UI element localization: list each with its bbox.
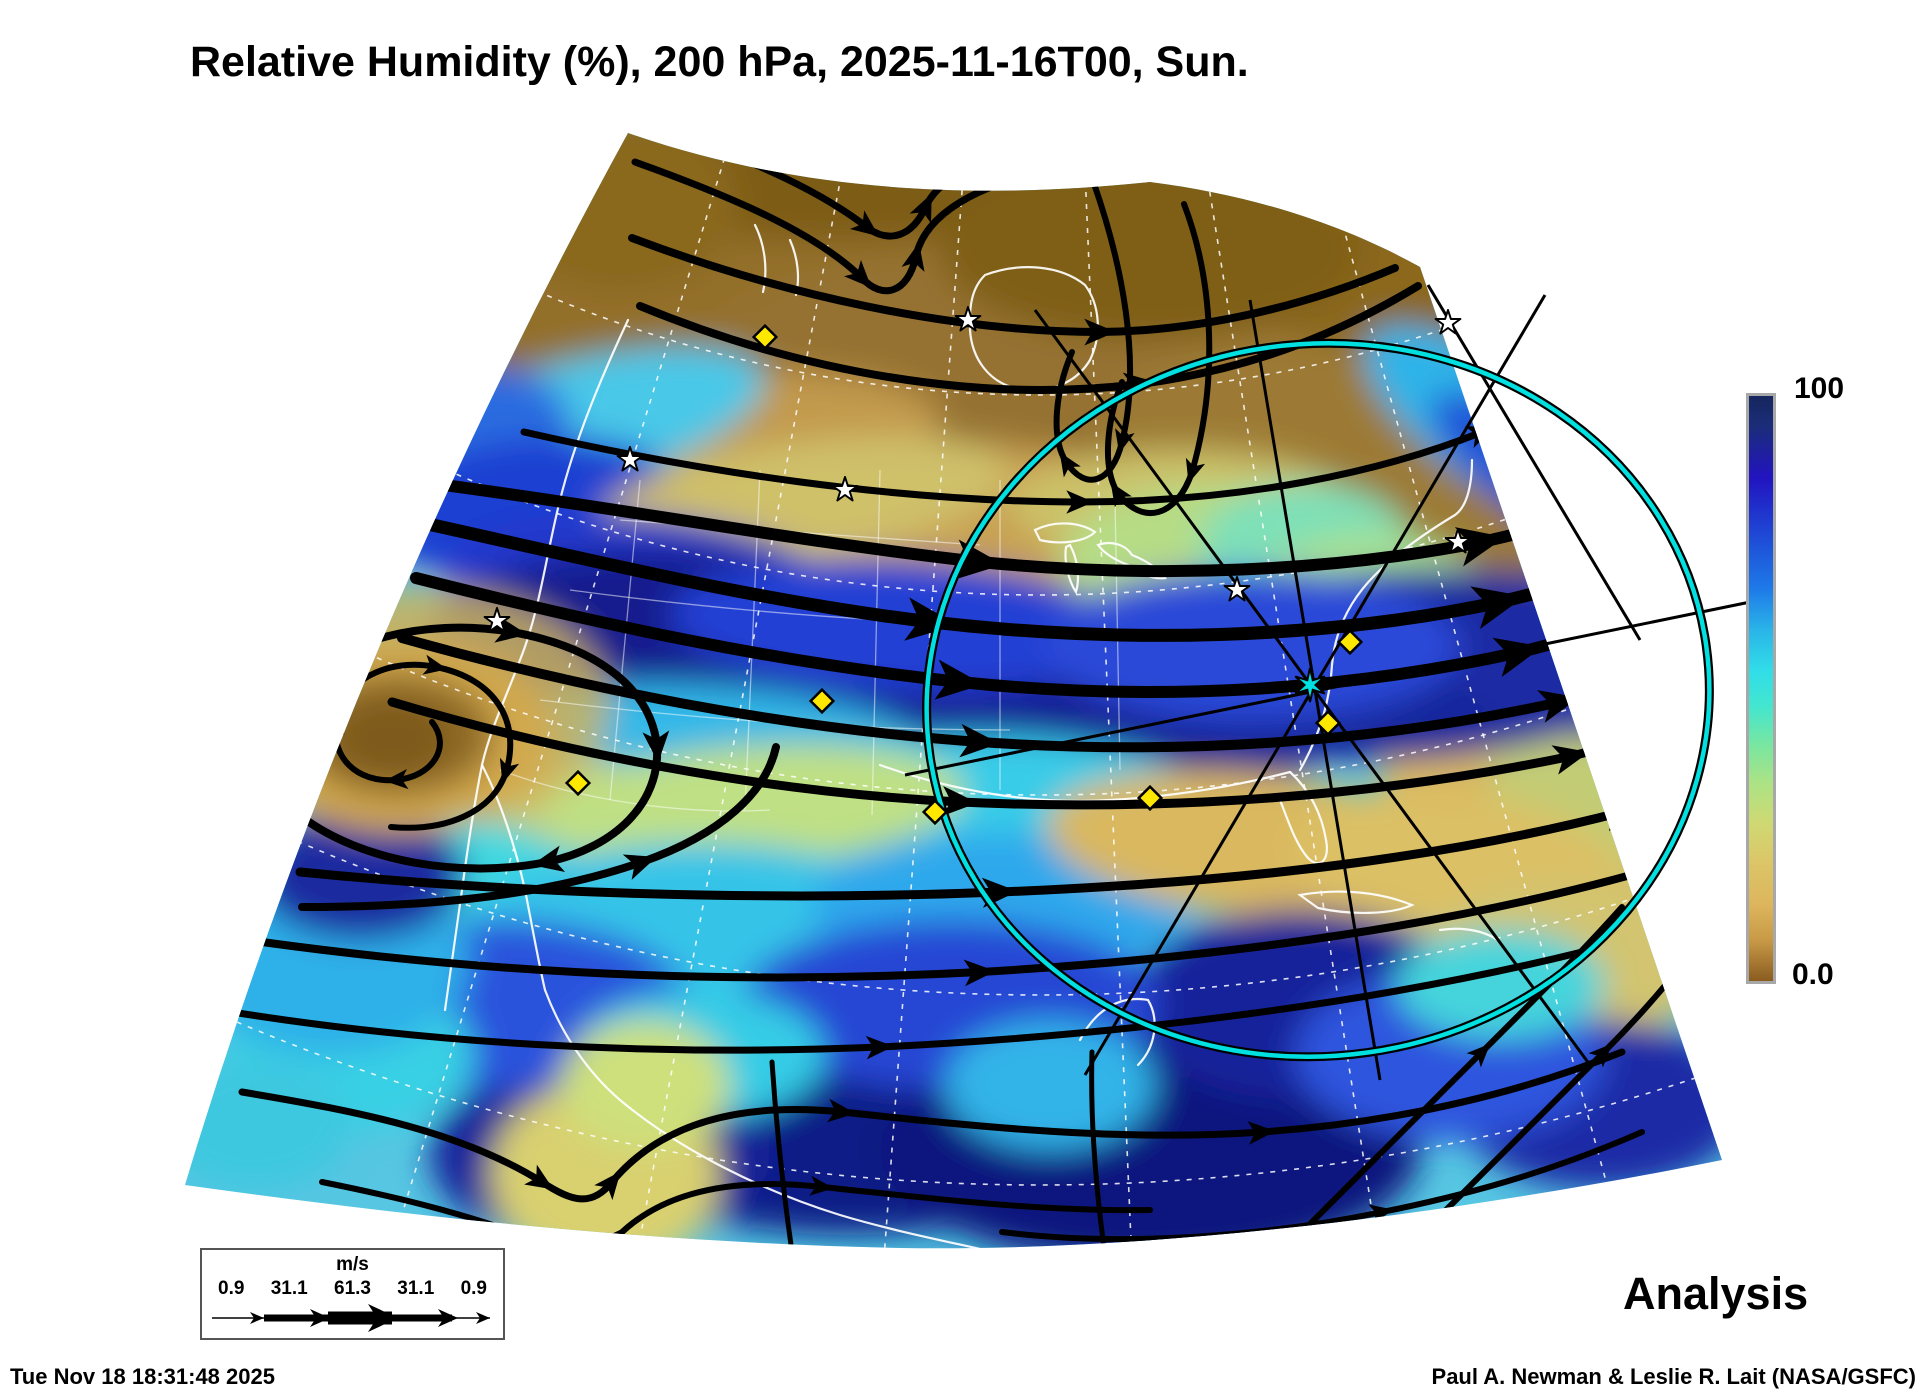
diamond-marker-icon — [1136, 784, 1164, 812]
analysis-mode-label: Analysis — [1623, 1268, 1809, 1319]
center-asterisk-marker — [1294, 667, 1326, 703]
waypoint-diamond-markers — [564, 323, 1364, 826]
station-star-markers — [483, 306, 1472, 633]
diamond-marker-icon — [751, 323, 779, 351]
star-icon — [1444, 528, 1472, 554]
star-icon — [1434, 309, 1462, 335]
wind-legend-values: 0.9 31.1 61.3 31.1 0.9 — [202, 1278, 503, 1300]
page-title: Relative Humidity (%), 200 hPa, 2025-11-… — [190, 38, 1249, 86]
wind-legend-unit: m/s — [336, 1254, 369, 1275]
colorbar-min-label: 0.0 — [1792, 958, 1834, 991]
wind-scale-arrow — [212, 1304, 490, 1332]
wind-legend-value: 0.9 — [218, 1278, 245, 1299]
center-asterisk-icon — [1294, 667, 1326, 703]
wind-speed-legend: m/s 0.9 31.1 61.3 31.1 0.9 — [200, 1248, 505, 1340]
colorbar-max-label: 100 — [1794, 372, 1845, 405]
wind-legend-value: 31.1 — [397, 1278, 435, 1299]
star-icon — [616, 446, 644, 472]
diamond-marker-icon — [808, 687, 836, 715]
generation-timestamp: Tue Nov 18 18:31:48 2025 — [10, 1364, 275, 1389]
colorbar — [1746, 393, 1776, 984]
wind-legend-value: 61.3 — [334, 1278, 371, 1299]
diamond-marker-icon — [1314, 709, 1342, 737]
diamond-marker-icon — [1336, 628, 1364, 656]
diamond-marker-icon — [921, 798, 949, 826]
range-circle — [922, 338, 1714, 1062]
wind-legend-value: 0.9 — [460, 1278, 487, 1299]
credit-line: Paul A. Newman & Leslie R. Lait (NASA/GS… — [1431, 1364, 1916, 1389]
wind-legend-value: 31.1 — [270, 1278, 308, 1299]
diamond-marker-icon — [564, 769, 592, 797]
star-icon — [1223, 576, 1251, 602]
star-icon — [483, 607, 511, 633]
star-icon — [954, 306, 982, 332]
star-icon — [831, 476, 859, 502]
